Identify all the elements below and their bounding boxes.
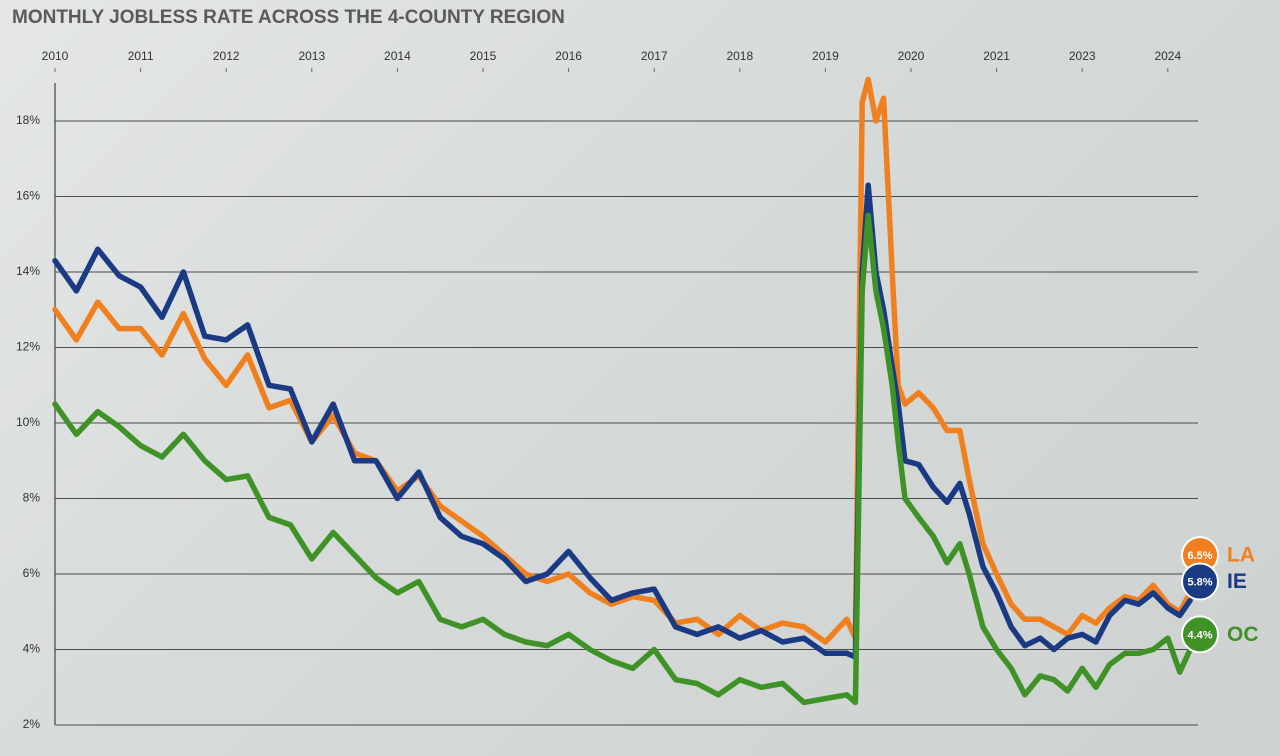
x-tick-label: 2020	[898, 49, 925, 63]
x-tick-label: 2023	[1069, 49, 1096, 63]
latest-label: 6.5%	[1187, 550, 1212, 562]
x-tick-label: 2010	[42, 49, 69, 63]
y-tick-label: 12%	[16, 340, 40, 354]
legend-label: OC	[1227, 623, 1259, 646]
y-tick-label: 4%	[23, 642, 41, 656]
chart-title: MONTHLY JOBLESS RATE ACROSS THE 4-COUNTY…	[12, 7, 565, 28]
y-tick-label: 10%	[16, 415, 40, 429]
series-line	[52, 76, 1193, 645]
x-tick-label: 2012	[213, 49, 240, 63]
x-tick-label: 2011	[128, 49, 154, 63]
x-tick-label: 2013	[298, 49, 325, 63]
series-line	[52, 212, 1193, 706]
series-line	[52, 182, 1193, 660]
x-tick-label: 2024	[1154, 49, 1181, 63]
y-tick-label: 16%	[16, 189, 40, 203]
latest-label: 4.4%	[1187, 629, 1212, 641]
x-tick-label: 2015	[470, 49, 497, 63]
latest-badge	[1181, 562, 1219, 601]
latest-badge	[1181, 615, 1219, 654]
x-tick-label: 2016	[555, 49, 582, 63]
y-tick-label: 8%	[23, 491, 41, 505]
legend-label: IE	[1227, 570, 1247, 593]
y-tick-label: 18%	[16, 113, 40, 127]
legend-label: LA	[1227, 544, 1255, 567]
y-tick-label: 14%	[16, 264, 40, 278]
y-tick-label: 6%	[23, 566, 41, 580]
x-tick-label: 2021	[983, 49, 1010, 63]
x-tick-label: 2014	[384, 49, 411, 63]
x-tick-label: 2017	[641, 49, 668, 63]
y-tick-label: 2%	[23, 717, 41, 731]
x-tick-label: 2018	[726, 49, 753, 63]
latest-label: 5.8%	[1187, 576, 1212, 588]
x-tick-label: 2019	[812, 49, 839, 63]
